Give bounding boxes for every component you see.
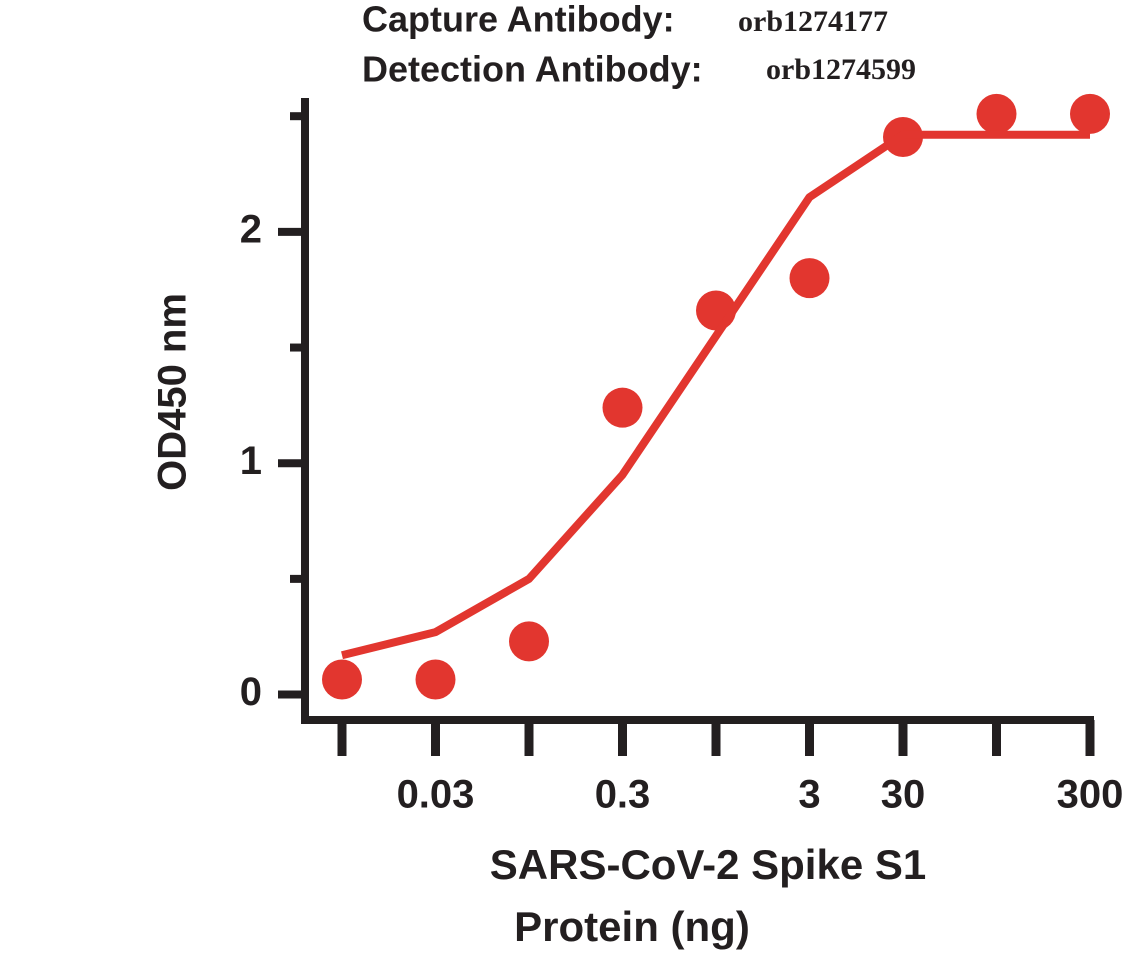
- detection-label: Detection Antibody:: [362, 49, 703, 90]
- x-axis-label: Protein (ng): [514, 903, 750, 950]
- data-point: [976, 93, 1017, 134]
- x-tick-label: 3: [798, 773, 820, 817]
- data-point: [602, 387, 643, 428]
- y-tick-label: 2: [240, 207, 262, 251]
- x-axis-label: SARS-CoV-2 Spike S1: [490, 841, 926, 888]
- x-tick-label: 0.3: [595, 773, 651, 817]
- y-tick-label: 0: [240, 670, 262, 714]
- x-tick-label: 300: [1057, 773, 1124, 817]
- data-point: [1070, 93, 1110, 134]
- detection-id: orb1274599: [766, 53, 916, 86]
- y-tick-label: 1: [240, 439, 262, 483]
- x-tick-label: 0.03: [397, 773, 475, 817]
- data-point: [789, 258, 830, 299]
- capture-id: orb1274177: [738, 5, 888, 38]
- y-axis-label: OD450 nm: [151, 293, 195, 491]
- data-point: [322, 659, 362, 700]
- data-point: [415, 659, 456, 700]
- fit-curve: [341, 130, 1090, 660]
- data-point: [509, 621, 549, 662]
- capture-label: Capture Antibody:: [362, 0, 675, 40]
- x-tick-label: 30: [881, 773, 926, 817]
